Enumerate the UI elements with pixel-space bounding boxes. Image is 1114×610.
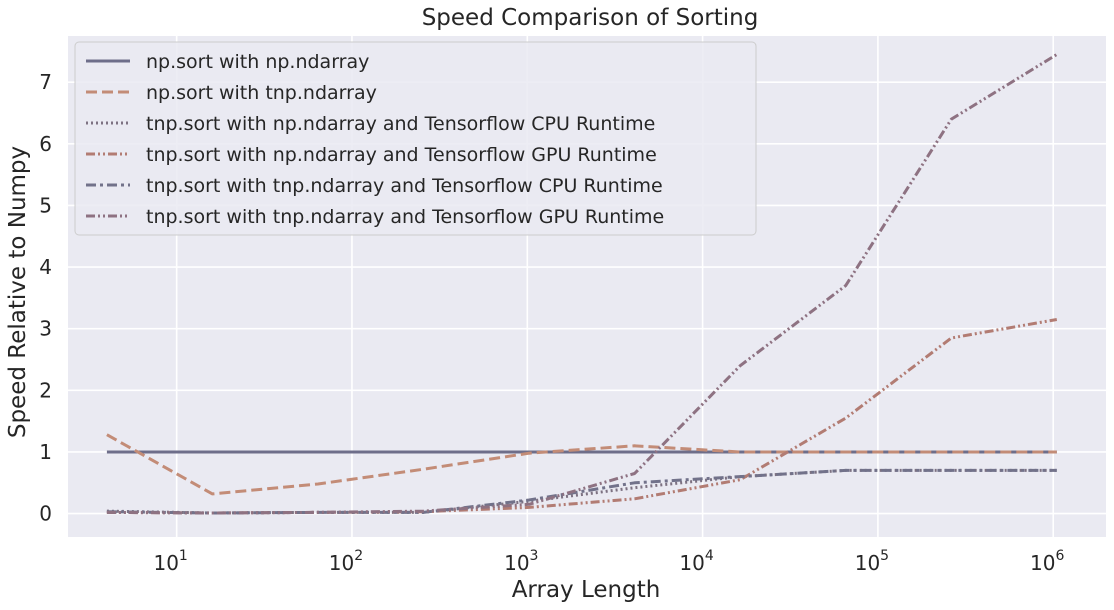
x-tick-label: 102: [329, 548, 363, 575]
x-tick-exponent: 4: [705, 548, 714, 564]
legend-label: tnp.sort with tnp.ndarray and Tensorflow…: [146, 175, 663, 197]
y-axis-label: Speed Relative to Numpy: [5, 146, 31, 438]
x-tick-base: 10: [329, 551, 354, 575]
y-tick-label: 2: [39, 378, 52, 402]
y-tick-label: 4: [39, 255, 52, 279]
legend-label: tnp.sort with np.ndarray and Tensorflow …: [146, 113, 655, 135]
y-tick-label: 7: [39, 70, 52, 94]
x-tick-exponent: 1: [179, 548, 188, 564]
chart-title: Speed Comparison of Sorting: [422, 5, 759, 31]
x-tick-base: 10: [855, 551, 880, 575]
series-lines: [106, 53, 1058, 515]
y-tick-label: 1: [39, 440, 52, 464]
x-tick-label: 105: [855, 548, 889, 575]
series-line-3: [106, 468, 1057, 515]
x-tick-base: 10: [1030, 551, 1055, 575]
legend-label: tnp.sort with tnp.ndarray and Tensorflow…: [146, 206, 664, 228]
series-line-2: [106, 433, 1057, 496]
x-tick-exponent: 2: [354, 548, 363, 564]
legend-box: [74, 41, 757, 236]
y-tick-label: 0: [39, 502, 52, 526]
series-line-5: [106, 468, 1057, 515]
y-tick-label: 6: [39, 132, 52, 156]
legend-label: tnp.sort with np.ndarray and Tensorflow …: [146, 144, 657, 166]
y-tick-label: 3: [39, 317, 52, 341]
x-tick-base: 10: [153, 551, 178, 575]
legend-label: np.sort with tnp.ndarray: [146, 82, 377, 104]
y-tick-label: 5: [39, 193, 52, 217]
legend: np.sort with np.ndarray np.sort with tnp.…: [74, 41, 757, 236]
x-axis-label: Array Length: [512, 577, 661, 603]
x-tick-label: 101: [153, 548, 187, 575]
series-line-6: [106, 53, 1058, 515]
x-tick-label: 106: [1030, 548, 1064, 575]
x-tick-exponent: 3: [530, 548, 539, 564]
x-tick-base: 10: [679, 551, 704, 575]
x-tick-base: 10: [504, 551, 529, 575]
legend-label: np.sort with np.ndarray: [146, 51, 369, 73]
x-tick-exponent: 5: [880, 548, 889, 564]
x-tick-exponent: 6: [1055, 548, 1064, 564]
x-tick-label: 104: [679, 548, 713, 575]
x-tick-label: 103: [504, 548, 538, 575]
